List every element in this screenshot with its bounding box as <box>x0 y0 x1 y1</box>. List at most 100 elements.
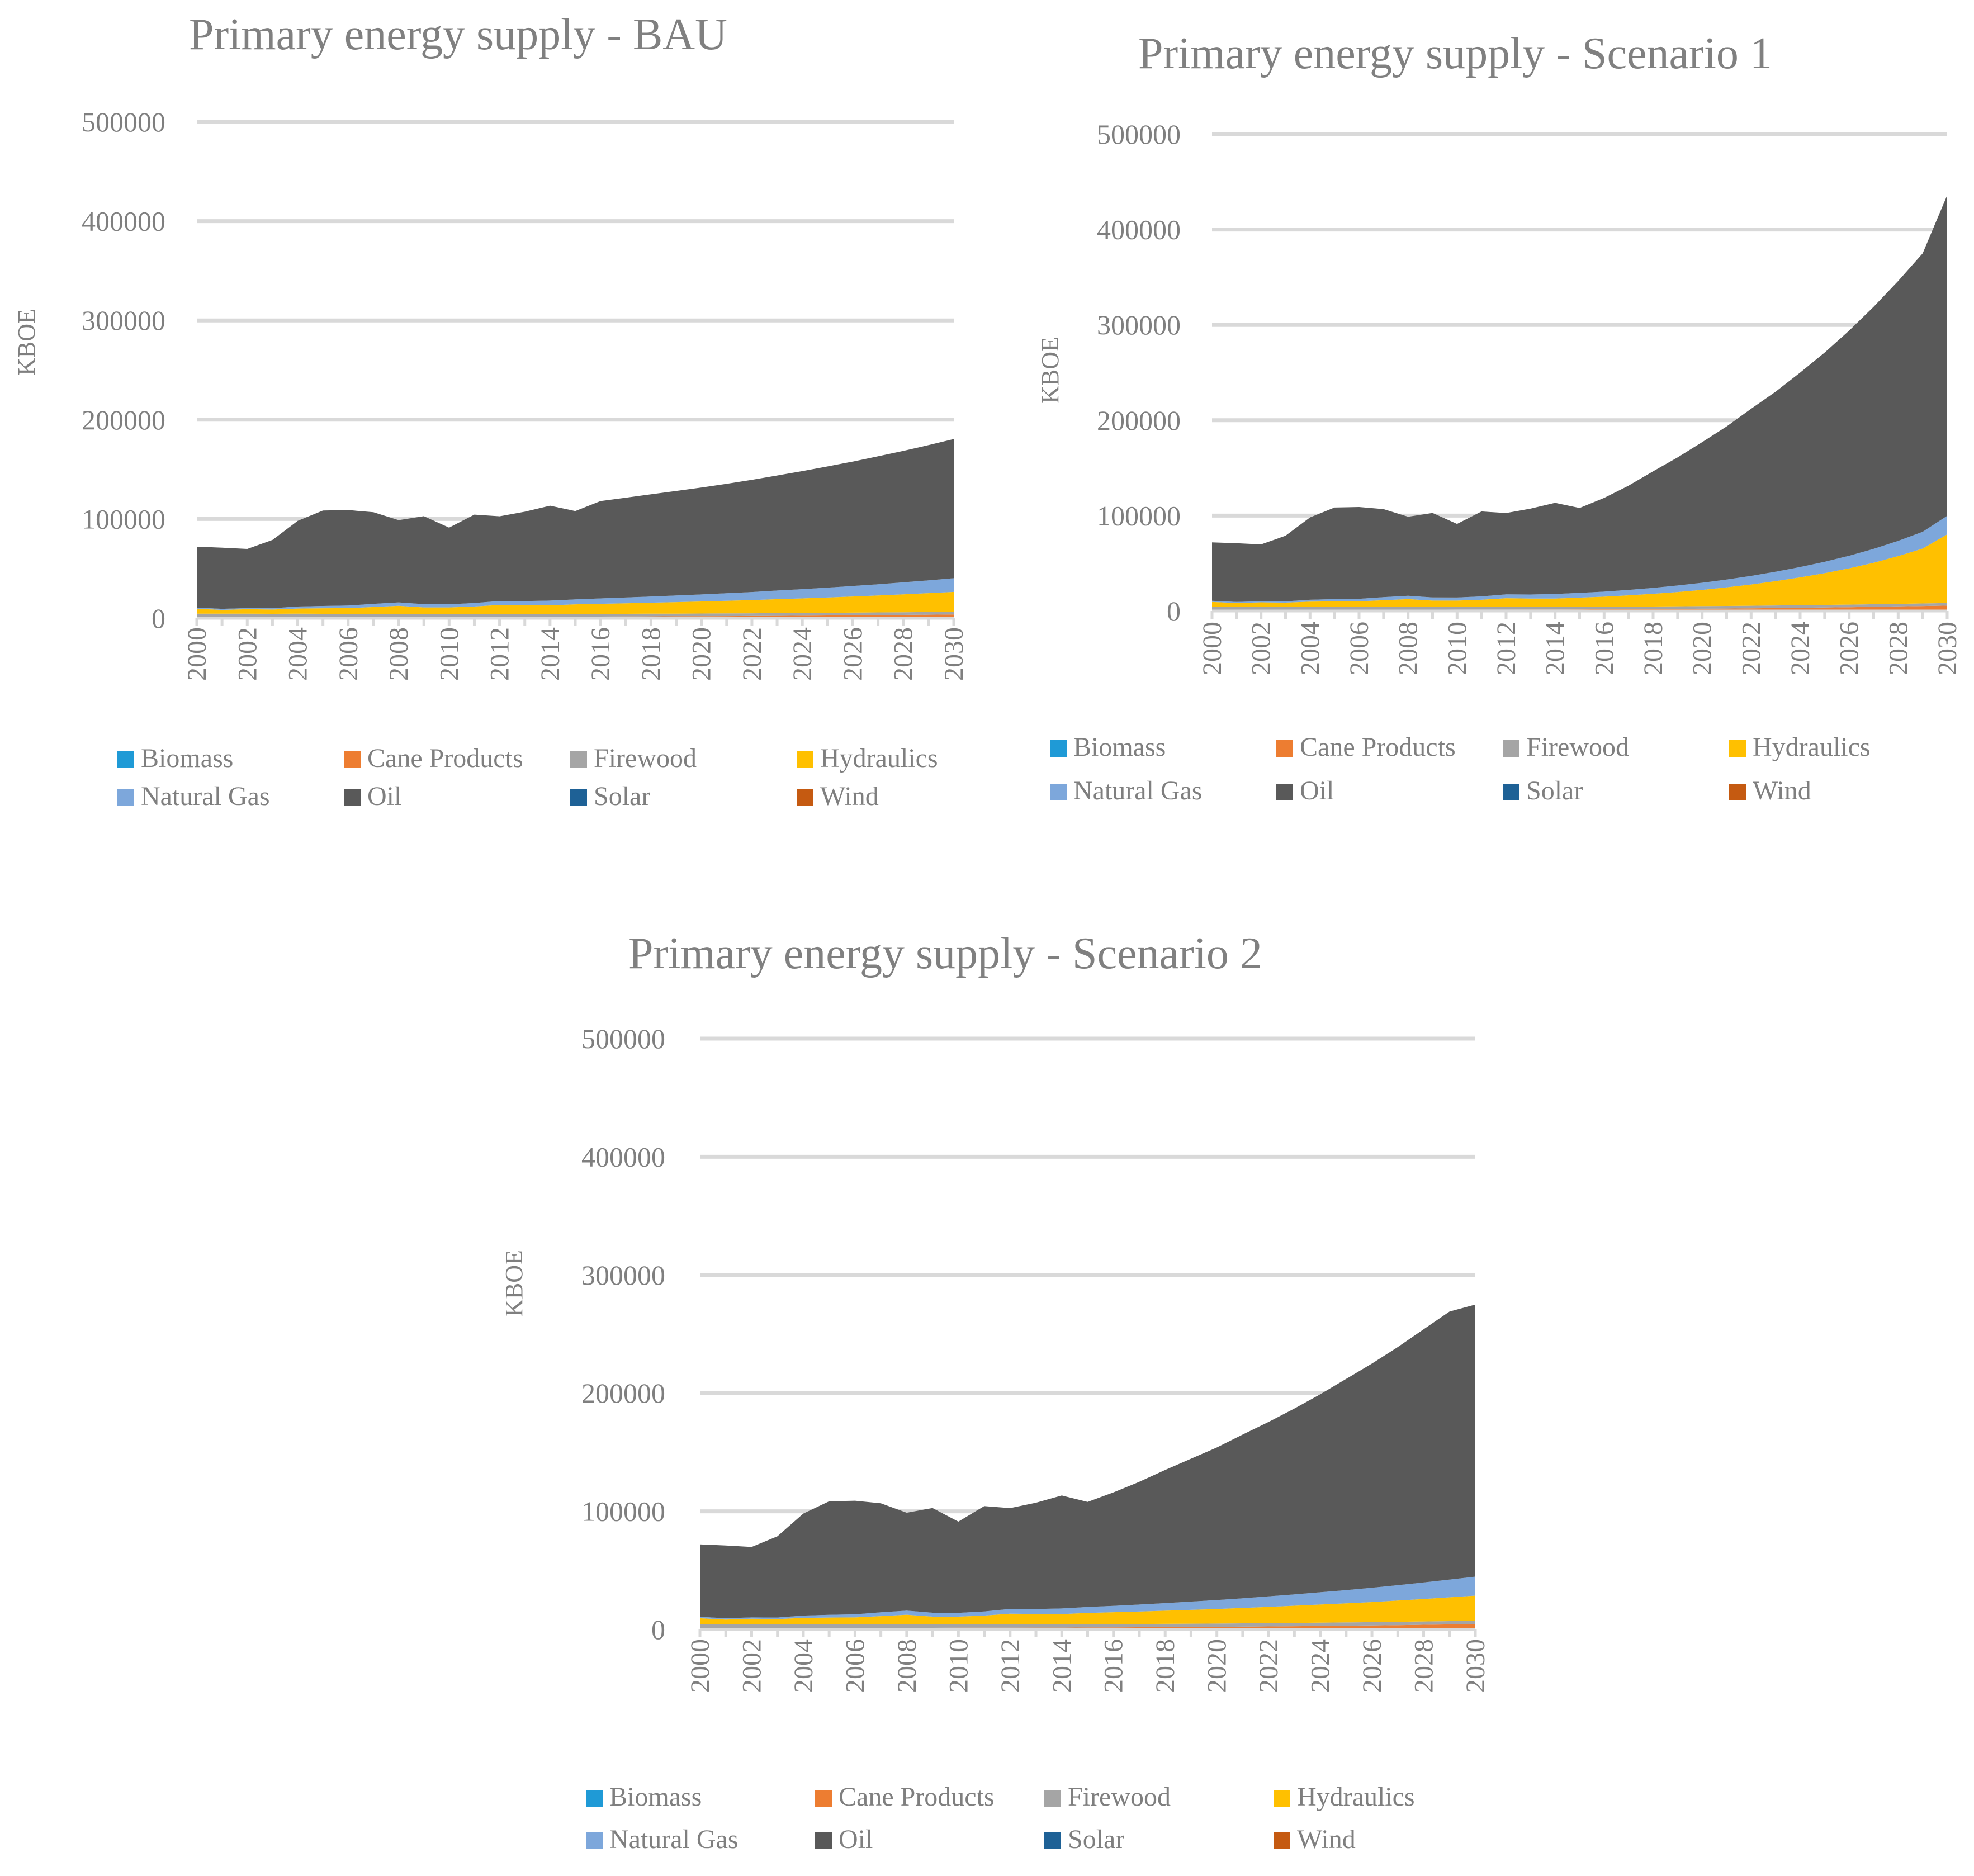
x-tick-label: 2004 <box>1295 622 1325 675</box>
area-natural-gas <box>1212 515 1947 603</box>
x-tick-label: 2004 <box>283 627 313 681</box>
y-tick-label: 200000 <box>82 404 165 435</box>
x-tick-label: 2018 <box>636 627 666 681</box>
legend-label-solar: Solar <box>1526 776 1583 806</box>
x-tick-label: 2002 <box>737 1639 766 1693</box>
legend-label-cane-products: Cane Products <box>367 743 523 773</box>
legend-swatch-cane-products <box>815 1790 832 1807</box>
y-tick-label: 400000 <box>82 206 165 237</box>
legend-label-hydraulics: Hydraulics <box>1297 1782 1415 1812</box>
legend-label-oil: Oil <box>839 1825 873 1854</box>
legend-label-oil: Oil <box>1300 776 1334 806</box>
y-tick-label: 100000 <box>581 1496 665 1527</box>
x-tick-label: 2030 <box>1461 1639 1490 1693</box>
x-tick-label: 2002 <box>1247 622 1276 675</box>
legend-swatch-oil <box>815 1832 832 1849</box>
y-tick-label: 0 <box>651 1614 665 1645</box>
y-axis-label: KBOE <box>1036 337 1064 404</box>
chart-scenario-2: Primary energy supply - Scenario 2 0 10000… <box>500 929 1490 1854</box>
x-tick-label: 2020 <box>1688 622 1717 675</box>
x-tick-label: 2014 <box>536 627 565 681</box>
chart-bau: Primary energy supply - BAU 0 100000 200000… <box>13 10 969 811</box>
legend-swatch-natural-gas <box>1050 784 1067 800</box>
area-hydraulics <box>700 1595 1475 1624</box>
legend-swatch-cane-products <box>344 751 361 768</box>
x-tick-label: 2022 <box>1254 1639 1284 1693</box>
legend-label-natural-gas: Natural Gas <box>141 781 270 811</box>
y-tick-label: 100000 <box>82 503 165 534</box>
y-tick-label: 200000 <box>581 1377 665 1409</box>
x-tick-label: 2030 <box>1933 622 1962 675</box>
x-tick-label: 2002 <box>233 627 262 681</box>
legend-label-firewood: Firewood <box>594 743 697 773</box>
x-tick-label: 2028 <box>1409 1639 1439 1693</box>
legend-swatch-natural-gas <box>586 1832 603 1849</box>
legend-swatch-wind <box>1274 1832 1290 1849</box>
x-tick-label: 2018 <box>1639 622 1668 675</box>
x-tick-label: 2008 <box>1394 622 1423 675</box>
legend-swatch-hydraulics <box>1274 1790 1290 1807</box>
area-hydraulics <box>197 591 954 614</box>
area-oil <box>700 1304 1475 1618</box>
x-tick-label: 2028 <box>889 627 919 681</box>
legend-label-hydraulics: Hydraulics <box>1753 732 1871 762</box>
legend-label-biomass: Biomass <box>141 743 233 773</box>
x-tick-label: 2028 <box>1883 622 1913 675</box>
x-tick-label: 2010 <box>944 1639 973 1693</box>
chart-scenario-1: Primary energy supply - Scenario 1 0 10000… <box>1036 29 1962 806</box>
x-tick-label: 2020 <box>687 627 717 681</box>
x-tick-label: 2018 <box>1151 1639 1180 1693</box>
legend-label-oil: Oil <box>367 781 401 811</box>
x-tick-label: 2000 <box>182 627 212 681</box>
legend-swatch-solar <box>1044 1832 1061 1849</box>
legend-swatch-cane-products <box>1276 740 1293 757</box>
legend-swatch-hydraulics <box>1729 740 1746 757</box>
area-natural-gas <box>197 578 954 610</box>
x-tick-label: 2024 <box>788 627 817 681</box>
x-tick-label: 2012 <box>485 627 515 681</box>
x-tick-label: 2026 <box>1835 622 1864 675</box>
x-tick-label: 2000 <box>1197 622 1227 675</box>
y-tick-label: 500000 <box>1097 119 1181 150</box>
legend-label-cane-products: Cane Products <box>839 1782 995 1812</box>
legend-swatch-firewood <box>1503 740 1519 757</box>
legend-label-solar: Solar <box>1068 1825 1124 1854</box>
y-tick-label: 500000 <box>581 1023 665 1054</box>
legend-swatch-biomass <box>1050 740 1067 757</box>
legend-swatch-wind <box>797 789 813 806</box>
area-natural-gas <box>700 1576 1475 1620</box>
y-tick-label: 100000 <box>1097 500 1181 531</box>
x-tick-label: 2024 <box>1786 622 1815 675</box>
legend-label-solar: Solar <box>594 781 650 811</box>
area-oil <box>1212 195 1947 602</box>
y-tick-label: 400000 <box>581 1141 665 1172</box>
x-tick-label: 2016 <box>1099 1639 1129 1693</box>
x-tick-label: 2024 <box>1306 1639 1336 1693</box>
y-tick-label: 500000 <box>82 106 165 138</box>
legend-label-firewood: Firewood <box>1526 732 1629 762</box>
x-tick-label: 2012 <box>996 1639 1025 1693</box>
legend-swatch-oil <box>344 789 361 806</box>
x-tick-label: 2022 <box>1736 622 1766 675</box>
legend-swatch-wind <box>1729 784 1746 800</box>
legend-label-biomass: Biomass <box>609 1782 702 1812</box>
x-tick-label: 2010 <box>434 627 464 681</box>
legend-label-biomass: Biomass <box>1073 732 1166 762</box>
area-firewood <box>700 1621 1475 1628</box>
x-tick-label: 2004 <box>789 1639 818 1693</box>
legend-swatch-firewood <box>570 751 587 768</box>
x-tick-label: 2012 <box>1492 622 1521 675</box>
legend-label-firewood: Firewood <box>1068 1782 1171 1812</box>
x-tick-label: 2014 <box>1047 1639 1077 1693</box>
area-oil <box>197 439 954 609</box>
x-tick-label: 2008 <box>892 1639 922 1693</box>
legend-swatch-firewood <box>1044 1790 1061 1807</box>
x-tick-label: 2026 <box>1357 1639 1387 1693</box>
chart-title: Primary energy supply - Scenario 1 <box>1138 29 1772 78</box>
legend-swatch-oil <box>1276 784 1293 800</box>
y-tick-label: 300000 <box>581 1259 665 1291</box>
y-tick-label: 300000 <box>1097 309 1181 340</box>
x-tick-label: 2020 <box>1203 1639 1232 1693</box>
x-tick-label: 2006 <box>1345 622 1374 675</box>
